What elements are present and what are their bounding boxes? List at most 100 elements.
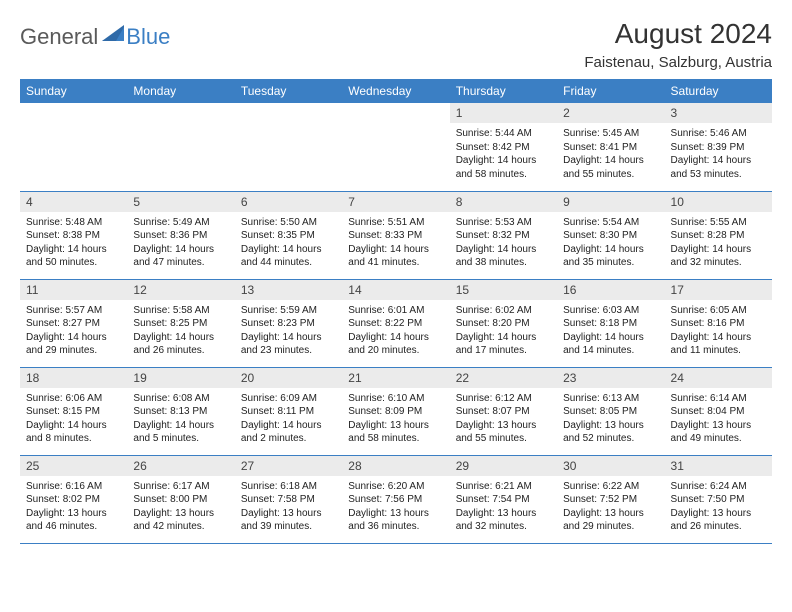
day-data: Sunrise: 5:49 AMSunset: 8:36 PMDaylight:… (127, 212, 234, 276)
calendar-day-cell: .. (235, 103, 342, 191)
sunrise-text: Sunrise: 5:57 AM (26, 304, 121, 318)
daylight-text: Daylight: 13 hours and 29 minutes. (563, 507, 658, 534)
sunset-text: Sunset: 7:54 PM (456, 493, 551, 507)
sunset-text: Sunset: 8:16 PM (671, 317, 766, 331)
day-data: Sunrise: 6:09 AMSunset: 8:11 PMDaylight:… (235, 388, 342, 452)
sunrise-text: Sunrise: 5:51 AM (348, 216, 443, 230)
sunrise-text: Sunrise: 5:58 AM (133, 304, 228, 318)
sunset-text: Sunset: 8:11 PM (241, 405, 336, 419)
day-number: 30 (557, 456, 664, 476)
day-data: Sunrise: 5:55 AMSunset: 8:28 PMDaylight:… (665, 212, 772, 276)
day-data: Sunrise: 5:59 AMSunset: 8:23 PMDaylight:… (235, 300, 342, 364)
day-number: 23 (557, 368, 664, 388)
calendar-day-cell: .. (127, 103, 234, 191)
day-header: Tuesday (235, 79, 342, 103)
day-header: Thursday (450, 79, 557, 103)
logo-text-general: General (20, 24, 98, 50)
sunset-text: Sunset: 8:22 PM (348, 317, 443, 331)
day-number: 8 (450, 192, 557, 212)
calendar-day-cell: 9Sunrise: 5:54 AMSunset: 8:30 PMDaylight… (557, 191, 664, 279)
calendar-week-row: 4Sunrise: 5:48 AMSunset: 8:38 PMDaylight… (20, 191, 772, 279)
calendar-day-cell: 12Sunrise: 5:58 AMSunset: 8:25 PMDayligh… (127, 279, 234, 367)
day-number: 2 (557, 103, 664, 123)
day-number: 13 (235, 280, 342, 300)
daylight-text: Daylight: 13 hours and 49 minutes. (671, 419, 766, 446)
calendar-day-cell: 1Sunrise: 5:44 AMSunset: 8:42 PMDaylight… (450, 103, 557, 191)
day-number: 11 (20, 280, 127, 300)
sunrise-text: Sunrise: 5:55 AM (671, 216, 766, 230)
daylight-text: Daylight: 14 hours and 41 minutes. (348, 243, 443, 270)
calendar-day-cell: .. (342, 103, 449, 191)
calendar-day-cell: .. (20, 103, 127, 191)
calendar-day-cell: 15Sunrise: 6:02 AMSunset: 8:20 PMDayligh… (450, 279, 557, 367)
calendar-day-cell: 24Sunrise: 6:14 AMSunset: 8:04 PMDayligh… (665, 367, 772, 455)
day-number: 21 (342, 368, 449, 388)
calendar-day-cell: 8Sunrise: 5:53 AMSunset: 8:32 PMDaylight… (450, 191, 557, 279)
day-number: 3 (665, 103, 772, 123)
daylight-text: Daylight: 14 hours and 23 minutes. (241, 331, 336, 358)
daylight-text: Daylight: 13 hours and 26 minutes. (671, 507, 766, 534)
calendar-day-cell: 30Sunrise: 6:22 AMSunset: 7:52 PMDayligh… (557, 455, 664, 543)
day-number: 12 (127, 280, 234, 300)
sunset-text: Sunset: 8:00 PM (133, 493, 228, 507)
day-number: 18 (20, 368, 127, 388)
daylight-text: Daylight: 13 hours and 39 minutes. (241, 507, 336, 534)
calendar-day-cell: 11Sunrise: 5:57 AMSunset: 8:27 PMDayligh… (20, 279, 127, 367)
logo-triangle-icon (102, 25, 124, 46)
sunset-text: Sunset: 8:23 PM (241, 317, 336, 331)
day-number: 10 (665, 192, 772, 212)
logo: General Blue (20, 18, 170, 50)
calendar-week-row: ........1Sunrise: 5:44 AMSunset: 8:42 PM… (20, 103, 772, 191)
day-data: Sunrise: 6:13 AMSunset: 8:05 PMDaylight:… (557, 388, 664, 452)
calendar-day-cell: 4Sunrise: 5:48 AMSunset: 8:38 PMDaylight… (20, 191, 127, 279)
calendar-week-row: 25 Sunrise: 6:16 AMSunset: 8:02 PM Dayligh… (20, 455, 772, 543)
daylight-text: Daylight: 14 hours and 50 minutes. (26, 243, 121, 270)
sunset-text: Sunset: 7:52 PM (563, 493, 658, 507)
day-number: 22 (450, 368, 557, 388)
day-number: 24 (665, 368, 772, 388)
sunset-text: Sunset: 8:28 PM (671, 229, 766, 243)
daylight-text: Daylight: 14 hours and 20 minutes. (348, 331, 443, 358)
day-data: Sunrise: 5:44 AMSunset: 8:42 PMDaylight:… (450, 123, 557, 187)
day-number: 25 (20, 456, 127, 476)
sunset-text: Sunset: 7:56 PM (348, 493, 443, 507)
sunset-text: Sunset: 7:58 PM (241, 493, 336, 507)
title-block: August 2024 Faistenau, Salzburg, Austria (584, 18, 772, 71)
daylight-text: Daylight: 14 hours and 17 minutes. (456, 331, 551, 358)
calendar-day-cell: 17Sunrise: 6:05 AMSunset: 8:16 PMDayligh… (665, 279, 772, 367)
sunset-text: Sunset: 8:18 PM (563, 317, 658, 331)
daylight-text: Daylight: 14 hours and 47 minutes. (133, 243, 228, 270)
sunset-text: Sunset: 8:02 PM (26, 493, 121, 507)
day-header: Friday (557, 79, 664, 103)
day-header: Wednesday (342, 79, 449, 103)
location: Faistenau, Salzburg, Austria (584, 54, 772, 71)
day-number: 19 (127, 368, 234, 388)
daylight-text: Daylight: 13 hours and 36 minutes. (348, 507, 443, 534)
daylight-text: Daylight: 14 hours and 58 minutes. (456, 154, 551, 181)
daylight-text: Daylight: 14 hours and 44 minutes. (241, 243, 336, 270)
sunrise-text: Sunrise: 6:13 AM (563, 392, 658, 406)
day-data: Sunrise: 6:01 AMSunset: 8:22 PMDaylight:… (342, 300, 449, 364)
sunset-text: Sunset: 8:41 PM (563, 141, 658, 155)
day-data: Sunrise: 6:24 AMSunset: 7:50 PMDaylight:… (665, 476, 772, 540)
calendar-day-cell: 13Sunrise: 5:59 AMSunset: 8:23 PMDayligh… (235, 279, 342, 367)
calendar-day-cell: 19Sunrise: 6:08 AMSunset: 8:13 PMDayligh… (127, 367, 234, 455)
day-data: Sunrise: 6:21 AMSunset: 7:54 PMDaylight:… (450, 476, 557, 540)
day-data: Sunrise: 5:46 AMSunset: 8:39 PMDaylight:… (665, 123, 772, 187)
calendar-day-cell: 18Sunrise: 6:06 AMSunset: 8:15 PMDayligh… (20, 367, 127, 455)
day-data: Sunrise: 5:48 AMSunset: 8:38 PMDaylight:… (20, 212, 127, 276)
sunrise-text: Sunrise: 5:45 AM (563, 127, 658, 141)
day-data: Sunrise: 6:10 AMSunset: 8:09 PMDaylight:… (342, 388, 449, 452)
calendar-week-row: 18Sunrise: 6:06 AMSunset: 8:15 PMDayligh… (20, 367, 772, 455)
calendar-day-cell: 22Sunrise: 6:12 AMSunset: 8:07 PMDayligh… (450, 367, 557, 455)
sunset-text: Sunset: 8:38 PM (26, 229, 121, 243)
sunrise-text: Sunrise: 6:02 AM (456, 304, 551, 318)
sunrise-text: Sunrise: 6:09 AM (241, 392, 336, 406)
sunrise-text: Sunrise: 6:16 AM (26, 480, 121, 494)
sunset-text: Sunset: 8:35 PM (241, 229, 336, 243)
sunset-text: Sunset: 7:50 PM (671, 493, 766, 507)
sunrise-text: Sunrise: 5:59 AM (241, 304, 336, 318)
daylight-text: Daylight: 13 hours and 58 minutes. (348, 419, 443, 446)
day-data: Sunrise: 6:14 AMSunset: 8:04 PMDaylight:… (665, 388, 772, 452)
sunrise-text: Sunrise: 6:06 AM (26, 392, 121, 406)
